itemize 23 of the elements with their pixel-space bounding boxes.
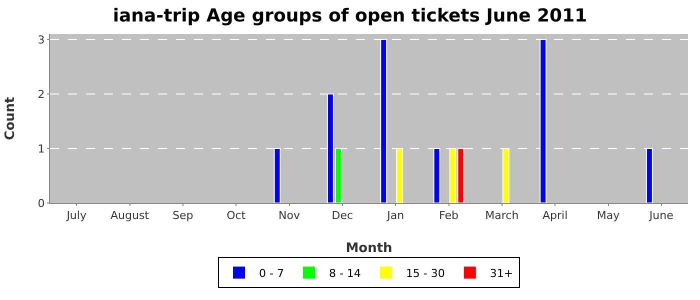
x-axis-title: Month: [346, 241, 392, 256]
y-axis-title: Count: [3, 96, 18, 140]
y-tick-label: 1: [38, 142, 45, 156]
x-tick-label: Feb: [439, 209, 458, 222]
x-tick-label: May: [596, 209, 620, 222]
y-tick-label: 0: [38, 196, 45, 210]
x-tick-label: Sep: [172, 209, 194, 222]
legend-label: 8 - 14: [328, 266, 361, 280]
x-tick-label: March: [485, 209, 519, 222]
x-tick-label: June: [648, 209, 674, 222]
legend-label: 0 - 7: [259, 266, 284, 280]
x-tick-label: July: [66, 209, 87, 222]
x-tick-label: August: [110, 209, 150, 222]
x-tick-label: Nov: [278, 209, 300, 222]
x-tick-label: Oct: [226, 209, 246, 222]
x-tick-label: April: [542, 209, 568, 222]
legend-label: 31+: [490, 266, 514, 280]
y-tick-label: 3: [38, 33, 45, 46]
y-tick-label: 2: [38, 88, 45, 101]
chart-title: iana-trip Age groups of open tickets June 2011: [112, 6, 588, 27]
x-tick-label: Jan: [386, 209, 404, 222]
legend-label: 15 - 30: [406, 266, 445, 280]
x-tick-label: Dec: [332, 209, 354, 222]
